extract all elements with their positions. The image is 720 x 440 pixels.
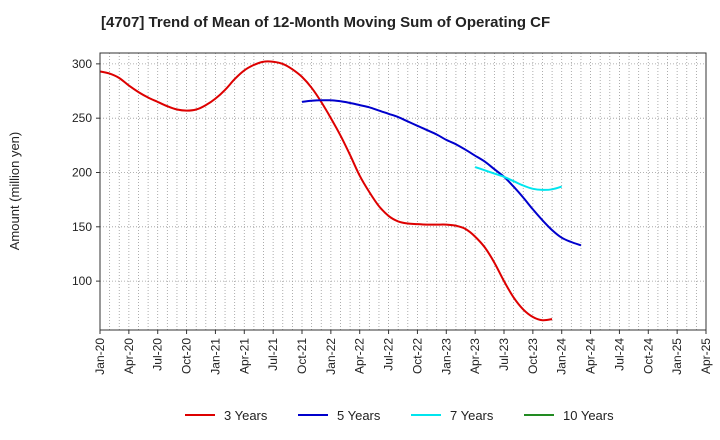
x-tick-label: Oct-23 (526, 338, 540, 374)
x-tick-label: Apr-24 (584, 338, 598, 374)
x-tick-label: Jul-20 (151, 338, 165, 371)
x-tick-label: Apr-21 (237, 338, 251, 374)
x-tick-labels: Jan-20 Apr-20 Jul-20 Oct-20 Jan-21 Apr-21 Jul-… (93, 330, 713, 375)
x-tick-label: Oct-24 (641, 338, 655, 374)
legend: 3 Years 5 Years 7 Years 10 Years (185, 408, 614, 423)
y-tick-label: 200 (72, 165, 92, 179)
x-tick-label: Apr-25 (699, 338, 713, 374)
x-tick-label: Jan-20 (93, 338, 107, 375)
y-tick-labels: 100 150 200 250 300 (72, 57, 100, 288)
legend-label-5-years: 5 Years (337, 408, 381, 423)
series-line-7-years (474, 166, 563, 191)
x-tick-label: Jan-25 (670, 338, 684, 375)
y-tick-label: 250 (72, 111, 92, 125)
x-tick-label: Jan-23 (439, 338, 453, 375)
grid-layer (100, 53, 706, 330)
x-tick-label: Apr-20 (122, 338, 136, 374)
chart-title: [4707] Trend of Mean of 12-Month Moving … (101, 14, 551, 31)
y-tick-label: 300 (72, 57, 92, 71)
x-tick-label: Jul-22 (382, 338, 396, 371)
legend-label-10-years: 10 Years (563, 408, 614, 423)
x-tick-label: Jul-23 (497, 338, 511, 371)
legend-label-7-years: 7 Years (450, 408, 494, 423)
x-tick-label: Jul-21 (266, 338, 280, 371)
series-line-5-years (301, 99, 582, 247)
x-tick-label: Oct-20 (180, 338, 194, 374)
legend-label-3-years: 3 Years (224, 408, 268, 423)
x-tick-label: Jan-24 (555, 338, 569, 375)
x-tick-label: Jul-24 (612, 338, 626, 371)
plot-frame (99, 52, 707, 331)
y-tick-label: 150 (72, 220, 92, 234)
x-tick-label: Apr-22 (353, 338, 367, 374)
x-tick-label: Oct-21 (295, 338, 309, 374)
y-tick-label: 100 (72, 274, 92, 288)
y-axis-label: Amount (million yen) (7, 132, 22, 251)
x-tick-label: Oct-22 (410, 338, 424, 374)
x-tick-label: Apr-23 (468, 338, 482, 374)
series-layer (99, 60, 582, 322)
series-line-3-years (99, 60, 553, 322)
x-tick-label: Jan-22 (324, 338, 338, 375)
x-tick-label: Jan-21 (208, 338, 222, 375)
